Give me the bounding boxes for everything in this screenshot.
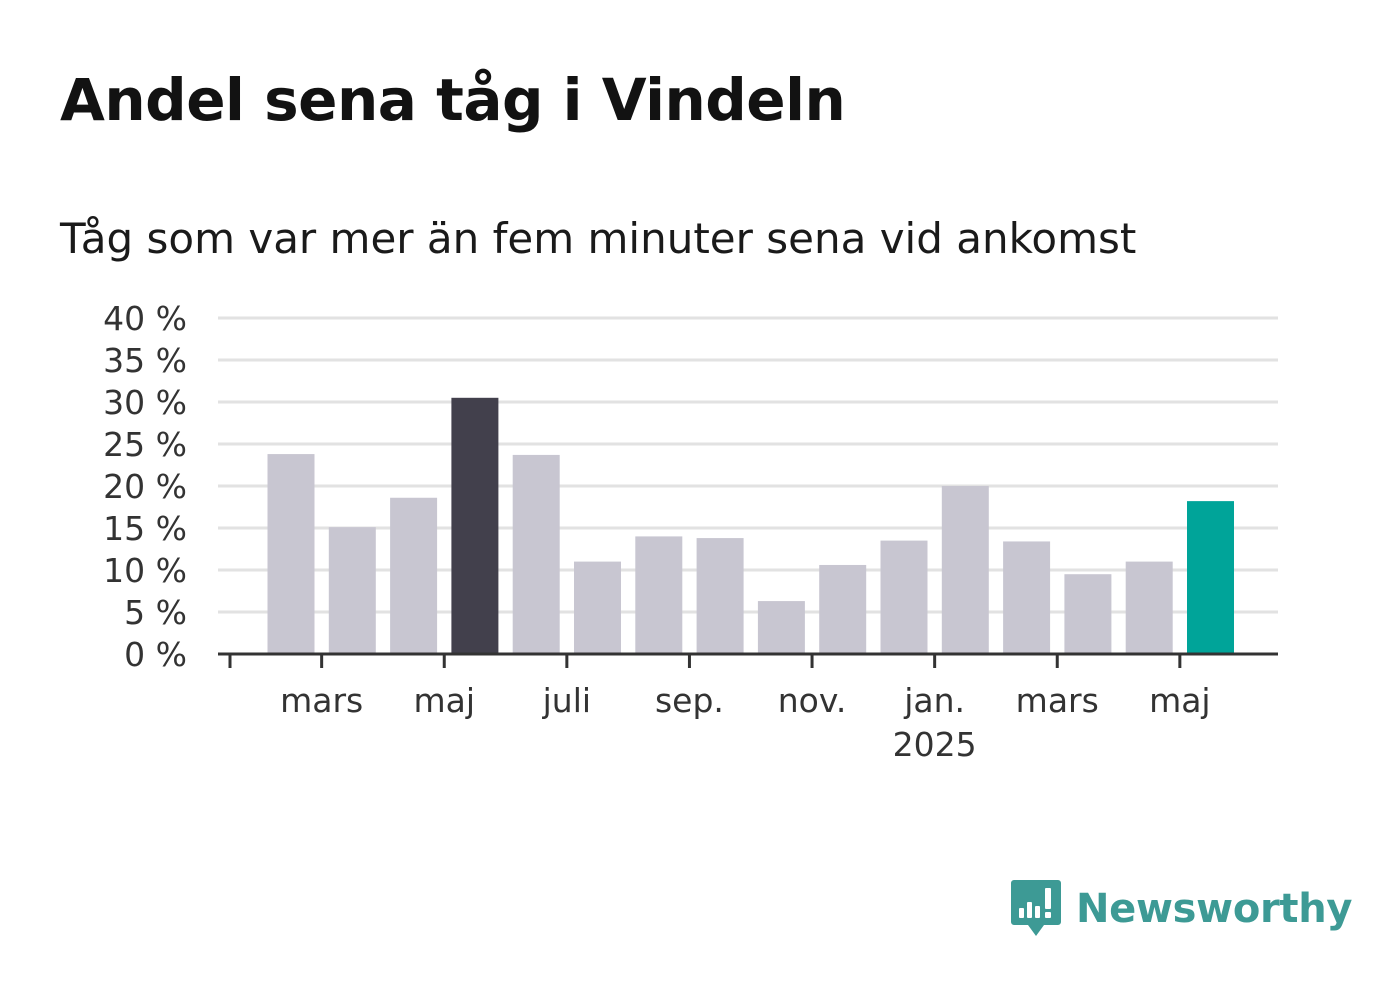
x-tick-label: sep. bbox=[655, 681, 724, 720]
x-axis bbox=[218, 652, 1278, 668]
y-tick-label: 25 % bbox=[103, 425, 187, 464]
y-tick-label: 20 % bbox=[103, 467, 187, 506]
chart-subtitle: Tåg som var mer än fem minuter sena vid … bbox=[60, 214, 1137, 263]
bar-2024-11 bbox=[819, 564, 867, 654]
chart-title: Andel sena tåg i Vindeln bbox=[60, 66, 846, 134]
x-axis-labels: mars maj juli sep. nov. jan. 2025 mars maj bbox=[280, 681, 1211, 764]
newsworthy-logo-icon bbox=[1011, 880, 1061, 936]
bar-2024-04 bbox=[390, 497, 438, 654]
x-tick-year-label: 2025 bbox=[893, 725, 977, 764]
y-tick-label: 40 % bbox=[103, 299, 187, 338]
x-tick-label: nov. bbox=[778, 681, 847, 720]
bar-2025-03 bbox=[1064, 574, 1112, 654]
bars bbox=[267, 397, 1234, 654]
bar-2024-02 bbox=[267, 454, 315, 654]
bar-2024-05 bbox=[451, 397, 499, 654]
bar-2025-04 bbox=[1125, 561, 1173, 654]
bar-2024-07 bbox=[574, 561, 621, 654]
brand-logo: Newsworthy bbox=[1010, 878, 1353, 940]
x-tick-label: jan. bbox=[903, 681, 965, 720]
bar-2025-01 bbox=[941, 486, 989, 654]
bar-2024-09 bbox=[696, 538, 744, 654]
x-tick-label: juli bbox=[542, 681, 591, 720]
x-tick-label: mars bbox=[1016, 681, 1099, 720]
x-tick-label: maj bbox=[1149, 681, 1211, 720]
brand-name: Newsworthy bbox=[1076, 886, 1353, 932]
bar-2025-05 bbox=[1187, 501, 1234, 654]
bar-2024-08 bbox=[635, 536, 683, 654]
y-tick-label: 0 % bbox=[124, 635, 187, 674]
x-tick-label: mars bbox=[280, 681, 363, 720]
gridlines bbox=[218, 316, 1278, 614]
y-tick-label: 30 % bbox=[103, 383, 187, 422]
bar-2024-06 bbox=[512, 454, 560, 654]
y-tick-label: 35 % bbox=[103, 341, 187, 380]
y-axis-labels: 0 %5 %10 %15 %20 %25 %30 %35 %40 % bbox=[103, 299, 187, 674]
y-tick-label: 10 % bbox=[103, 551, 187, 590]
y-tick-label: 15 % bbox=[103, 509, 187, 548]
bar-2025-02 bbox=[1003, 541, 1051, 654]
bar-2024-03 bbox=[328, 527, 376, 654]
x-tick-label: maj bbox=[413, 681, 475, 720]
bar-2024-10 bbox=[757, 601, 805, 654]
y-tick-label: 5 % bbox=[124, 593, 187, 632]
bar-2024-12 bbox=[880, 540, 928, 654]
